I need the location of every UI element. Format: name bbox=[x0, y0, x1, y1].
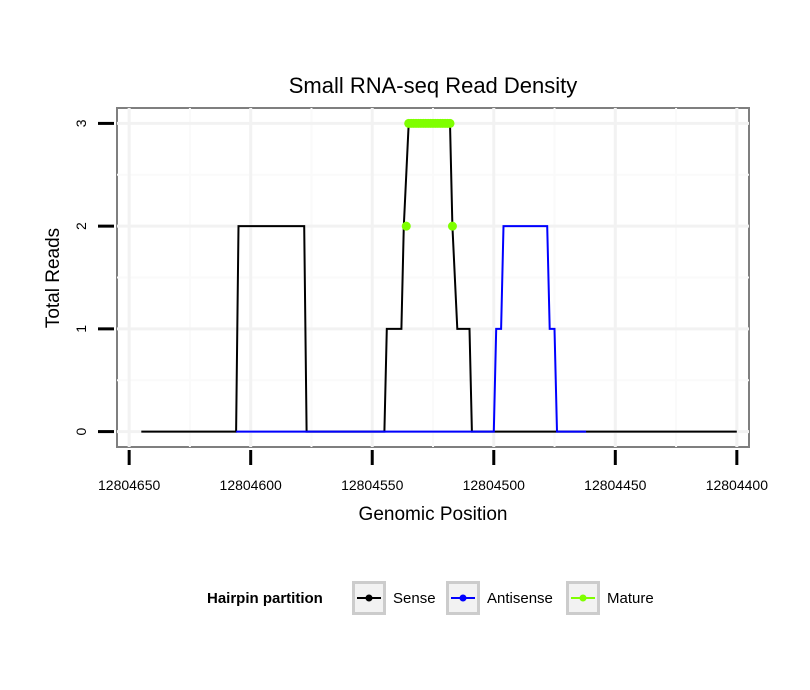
series-line-antisense bbox=[236, 225, 587, 433]
series-layer bbox=[141, 118, 737, 433]
series-line-sense bbox=[141, 122, 737, 433]
x-tick-label: 12804550 bbox=[341, 477, 404, 493]
x-tick-label: 12804500 bbox=[463, 477, 526, 493]
legend-title: Hairpin partition bbox=[207, 590, 323, 607]
y-tick-label: 2 bbox=[73, 222, 89, 230]
legend-dot-sense bbox=[365, 594, 373, 602]
legend: Hairpin partition Sense Antisense Mature bbox=[207, 581, 654, 615]
y-axis: 0 1 2 3 bbox=[73, 119, 114, 435]
legend-label-sense: Sense bbox=[393, 590, 436, 607]
x-tick-label: 12804450 bbox=[584, 477, 647, 493]
point-mature bbox=[445, 118, 455, 128]
x-tick-label: 12804650 bbox=[98, 477, 161, 493]
legend-label-antisense: Antisense bbox=[487, 590, 553, 607]
y-tick-label: 3 bbox=[73, 119, 89, 127]
legend-label-mature: Mature bbox=[607, 590, 654, 607]
x-tick-label: 12804400 bbox=[706, 477, 769, 493]
legend-dot-antisense bbox=[459, 594, 467, 602]
x-axis: 12804650 12804600 12804550 12804500 12804450… bbox=[98, 450, 768, 493]
x-tick-label: 12804600 bbox=[220, 477, 283, 493]
point-mature bbox=[447, 221, 457, 231]
y-tick-label: 0 bbox=[73, 427, 89, 435]
point-mature bbox=[401, 221, 411, 231]
legend-dot-mature bbox=[579, 594, 587, 602]
y-axis-title: Total Reads bbox=[43, 228, 64, 328]
chart-title: Small RNA-seq Read Density bbox=[289, 73, 578, 98]
y-tick-label: 1 bbox=[73, 325, 89, 333]
x-axis-title: Genomic Position bbox=[359, 504, 508, 525]
